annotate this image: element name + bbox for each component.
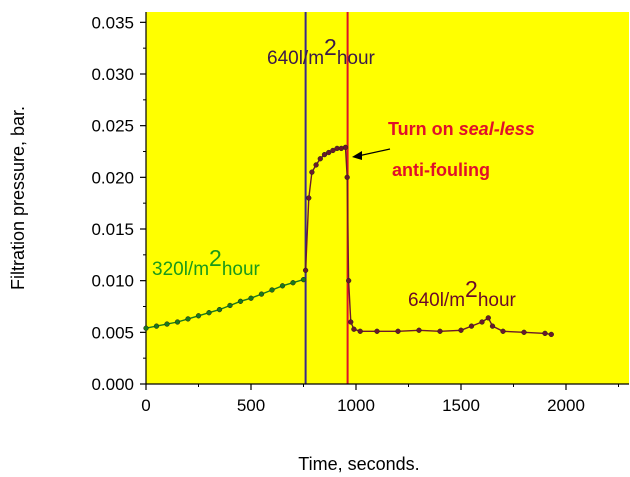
data-point <box>279 283 286 289</box>
data-point <box>344 174 350 180</box>
annotation-anti-fouling: anti-fouling <box>392 160 490 180</box>
annotation-arrow-shaft <box>357 148 391 157</box>
x-tick-label: 2000 <box>547 396 585 415</box>
y-axis-title: Filtration pressure, bar. <box>8 106 28 290</box>
data-point <box>548 331 554 338</box>
data-point <box>330 147 336 154</box>
data-point <box>489 323 496 329</box>
annotation-320-flux: 320l/m2hour <box>152 245 261 280</box>
data-point <box>479 319 485 325</box>
data-point <box>326 149 332 156</box>
x-tick-label: 1000 <box>337 396 375 415</box>
data-point <box>395 328 401 334</box>
plot-area <box>146 12 629 384</box>
annotation-320-sup: 2 <box>209 245 222 271</box>
data-point <box>164 321 170 327</box>
annotation-turn-on-emph: seal-less <box>459 119 535 139</box>
data-point <box>521 329 527 335</box>
series-layer <box>143 144 554 338</box>
y-tick-label: 0.030 <box>91 65 134 84</box>
data-point <box>206 310 212 316</box>
data-point <box>321 151 328 158</box>
data-point <box>317 156 323 162</box>
annotation-640-right-tail: hour <box>478 290 517 311</box>
data-point <box>185 316 191 322</box>
data-point <box>416 327 422 333</box>
y-tick-label: 0.005 <box>91 323 134 342</box>
data-point <box>346 278 352 284</box>
annotation-640-right-sup: 2 <box>465 276 478 302</box>
data-point <box>143 325 149 331</box>
data-point <box>306 195 312 201</box>
y-tick-label: 0.035 <box>91 13 134 32</box>
annotation-320-tail: hour <box>222 259 261 280</box>
y-tick-label: 0.025 <box>91 117 134 136</box>
annotation-640-flux-right: 640l/m2hour <box>408 276 517 311</box>
annotation-640-right-base: 640l/m <box>408 290 465 311</box>
data-point <box>195 313 202 319</box>
x-tick-label: 1500 <box>442 396 480 415</box>
data-point <box>227 302 233 309</box>
data-point <box>313 162 319 168</box>
data-point <box>542 330 548 337</box>
data-point <box>302 267 309 273</box>
x-tick-label: 500 <box>237 396 265 415</box>
data-point <box>500 328 506 334</box>
data-point <box>437 328 443 334</box>
data-point <box>248 295 254 301</box>
data-point <box>374 328 380 334</box>
annotation-640-top-base: 640l/m <box>267 48 324 69</box>
data-point <box>309 169 315 175</box>
annotation-turn-on-prefix: Turn on <box>388 119 459 139</box>
data-point <box>216 306 223 313</box>
y-tick-label: 0.015 <box>91 220 134 239</box>
data-point <box>485 315 491 321</box>
data-point <box>153 323 160 329</box>
x-axis-ticks: 0 500 1000 1500 2000 <box>141 384 619 415</box>
data-point <box>174 319 181 325</box>
annotation-640-top-sup: 2 <box>324 34 337 60</box>
x-axis-title: Time, seconds. <box>298 454 419 474</box>
data-point <box>357 328 363 334</box>
data-point <box>351 326 357 332</box>
annotation-640-flux-top: 640l/m2hour <box>267 34 376 69</box>
annotation-640-top-tail: hour <box>337 48 376 69</box>
data-point <box>300 276 307 283</box>
y-axis-ticks: 0.000 0.005 0.010 0.015 0.020 0.025 0.030 0.035 <box>91 13 146 394</box>
series-line <box>145 278 304 329</box>
data-point <box>269 287 275 293</box>
data-point <box>342 144 349 151</box>
data-point <box>258 291 265 297</box>
data-point <box>468 323 475 329</box>
data-point <box>237 298 244 304</box>
annotation-turn-on: Turn on seal-less <box>388 119 535 139</box>
data-point <box>348 319 354 325</box>
data-point <box>290 280 296 286</box>
annotation-320-base: 320l/m <box>152 259 209 280</box>
y-tick-label: 0.010 <box>91 272 134 291</box>
data-point <box>458 327 464 333</box>
y-tick-label: 0.020 <box>91 168 134 187</box>
annotation-arrow-head <box>352 151 362 160</box>
y-tick-label: 0.000 <box>91 375 134 394</box>
x-tick-label: 0 <box>141 396 150 415</box>
